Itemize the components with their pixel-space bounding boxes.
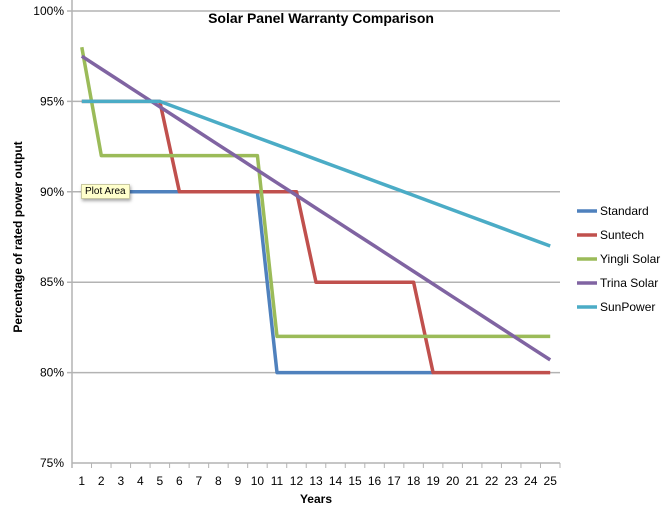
y-tick-label: 85% — [40, 275, 64, 289]
x-tick-label: 22 — [485, 474, 499, 488]
x-tick-label: 7 — [196, 474, 203, 488]
series-line-sunpower — [81, 99, 551, 248]
series-line-trina-solar — [80, 54, 552, 362]
x-tick-label: 24 — [524, 474, 538, 488]
x-tick-label: 17 — [387, 474, 401, 488]
legend-label: Trina Solar — [600, 276, 658, 290]
x-tick-label: 12 — [290, 474, 304, 488]
x-tick-label: 1 — [78, 474, 85, 488]
x-tick-label: 19 — [426, 474, 440, 488]
x-tick-label: 2 — [98, 474, 105, 488]
legend-label: Standard — [600, 204, 649, 218]
legend-label: SunPower — [600, 300, 655, 314]
plot-area-tooltip: Plot Area — [81, 184, 130, 199]
legend-label: Yingli Solar — [600, 252, 660, 266]
x-tick-label: 25 — [544, 474, 558, 488]
x-tick-label: 23 — [505, 474, 519, 488]
y-axis-label: Percentage of rated power output — [11, 141, 25, 332]
x-tick-label: 8 — [215, 474, 222, 488]
x-tick-label: 10 — [251, 474, 265, 488]
x-tick-label: 4 — [137, 474, 144, 488]
x-tick-label: 13 — [309, 474, 323, 488]
y-tick-label: 90% — [40, 185, 64, 199]
legend: Standard Suntech Yingli Solar Trina Solar Su… — [577, 204, 660, 314]
x-tick-label: 14 — [329, 474, 343, 488]
x-tick-label: 15 — [348, 474, 362, 488]
y-tick-label: 75% — [40, 456, 64, 470]
x-tick-label: 21 — [465, 474, 479, 488]
legend-label: Suntech — [600, 228, 644, 242]
y-tick-label: 100% — [33, 4, 64, 18]
x-tick-label: 5 — [156, 474, 163, 488]
chart-title: Solar Panel Warranty Comparison — [208, 10, 434, 26]
x-tick-label: 3 — [117, 474, 124, 488]
x-tick-label: 20 — [446, 474, 460, 488]
x-tick-label: 6 — [176, 474, 183, 488]
x-tick-label: 9 — [235, 474, 242, 488]
x-tick-label: 16 — [368, 474, 382, 488]
x-tick-label: 18 — [407, 474, 421, 488]
series-line-suntech — [81, 99, 551, 375]
x-tick-label: 11 — [271, 474, 284, 488]
series-line-yingli-solar — [80, 46, 551, 339]
y-tick-label: 80% — [40, 366, 64, 380]
y-tick-label: 95% — [40, 94, 64, 108]
x-axis-label: Years — [300, 492, 332, 506]
